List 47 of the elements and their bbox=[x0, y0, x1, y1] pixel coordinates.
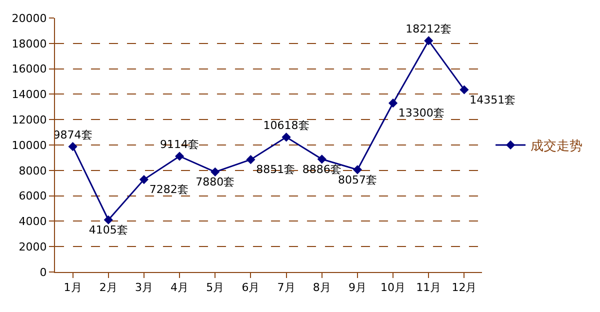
data-label: 13300套 bbox=[398, 106, 444, 120]
point bbox=[246, 155, 256, 164]
point bbox=[460, 85, 469, 94]
data-label: 7880套 bbox=[196, 176, 235, 189]
point bbox=[282, 132, 291, 142]
y-tick-label: 8000 bbox=[18, 164, 47, 178]
x-tick-label: 9月 bbox=[348, 281, 366, 294]
data-label: 8057套 bbox=[338, 173, 377, 186]
y-tick-label: 12000 bbox=[12, 113, 47, 126]
data-label: 7282套 bbox=[149, 183, 188, 196]
data-label: 8851套 bbox=[256, 163, 296, 176]
data-label: 18212套 bbox=[406, 22, 452, 36]
point bbox=[352, 165, 362, 174]
x-tick-label: 4月 bbox=[170, 281, 189, 294]
y-tick-label: 10000 bbox=[12, 138, 47, 152]
x-tick-label: 7月 bbox=[277, 281, 296, 294]
data-label: 4105套 bbox=[88, 223, 128, 236]
y-tick-label: 14000 bbox=[12, 88, 47, 102]
point bbox=[139, 174, 149, 184]
legend-label: 成交走势 bbox=[530, 138, 583, 154]
point bbox=[210, 167, 220, 176]
x-tick-label: 3月 bbox=[134, 281, 153, 294]
point bbox=[424, 36, 434, 46]
x-tick-label: 11月 bbox=[416, 281, 442, 294]
y-tick-label: 20000 bbox=[12, 12, 47, 25]
y-tick-label: 18000 bbox=[12, 37, 47, 50]
x-tick-label: 6月 bbox=[242, 281, 260, 294]
point bbox=[317, 154, 326, 164]
point bbox=[174, 152, 184, 161]
y-tick-label: 16000 bbox=[12, 62, 47, 76]
y-tick-label: 2000 bbox=[18, 240, 47, 254]
x-tick-label: 2月 bbox=[99, 281, 118, 294]
x-tick-label: 1月 bbox=[64, 281, 82, 294]
data-label: 8886套 bbox=[302, 162, 342, 176]
y-tick-label: 0 bbox=[40, 266, 47, 279]
point bbox=[68, 142, 78, 152]
x-tick-label: 10月 bbox=[380, 281, 406, 294]
data-label: 9114套 bbox=[160, 138, 200, 152]
point bbox=[104, 215, 113, 224]
y-tick-label: 6000 bbox=[18, 190, 47, 203]
x-tick-label: 8月 bbox=[312, 281, 331, 294]
data-label: 14351套 bbox=[470, 93, 516, 106]
y-tick-label: 4000 bbox=[18, 215, 47, 228]
x-tick-label: 5月 bbox=[206, 281, 224, 294]
data-label: 10618套 bbox=[263, 119, 310, 132]
x-tick-label: 12月 bbox=[452, 281, 477, 294]
point bbox=[388, 98, 398, 108]
